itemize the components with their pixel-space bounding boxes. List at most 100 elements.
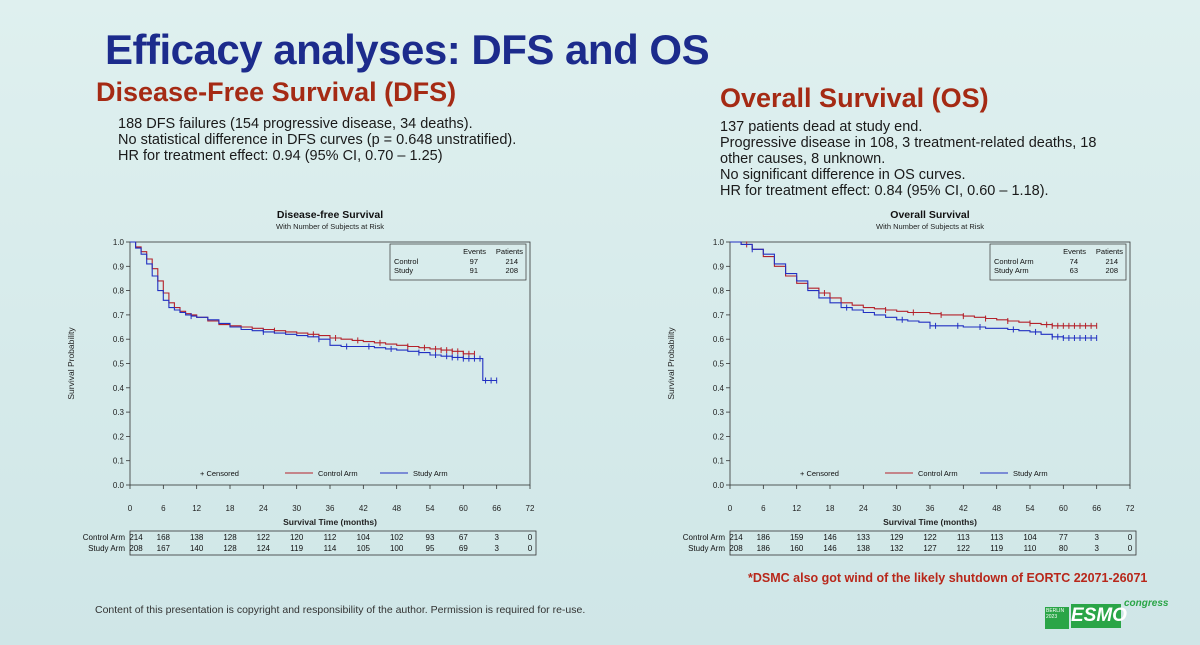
dfs-xtick-label: 6 bbox=[161, 504, 166, 513]
os-line-2: Progressive disease in 108, 3 treatment-… bbox=[720, 135, 1097, 151]
dsmc-note: *DSMC also got wind of the likely shutdo… bbox=[748, 571, 1148, 585]
os-xtick-label: 54 bbox=[1026, 504, 1035, 513]
dfs-risk-count: 100 bbox=[390, 544, 404, 553]
os-risk-count: 3 bbox=[1094, 544, 1099, 553]
dfs-xtick-label: 54 bbox=[426, 504, 435, 513]
dfs-risk-count: 95 bbox=[426, 544, 435, 553]
os-ytick-label: 0.8 bbox=[713, 287, 725, 296]
dfs-ytick-label: 0.2 bbox=[113, 432, 125, 441]
dfs-legend-label-control-arm: Control Arm bbox=[318, 469, 358, 478]
dfs-risk-count: 69 bbox=[459, 544, 468, 553]
os-risk-count: 159 bbox=[790, 533, 804, 542]
dfs-risk-count: 167 bbox=[157, 544, 171, 553]
os-ylabel: Survival Probability bbox=[666, 327, 676, 400]
dfs-xtick-label: 30 bbox=[292, 504, 301, 513]
dfs-risk-count: 120 bbox=[290, 533, 304, 542]
dfs-xtick-label: 72 bbox=[526, 504, 535, 513]
dfs-xtick-label: 0 bbox=[128, 504, 133, 513]
dfs-line-1: 188 DFS failures (154 progressive diseas… bbox=[118, 116, 473, 132]
dfs-patients-count: 214 bbox=[505, 257, 518, 266]
dfs-ytick-label: 0.8 bbox=[113, 287, 125, 296]
os-xtick-label: 12 bbox=[792, 504, 801, 513]
os-line-1: 137 patients dead at study end. bbox=[720, 119, 923, 135]
dfs-risk-count: 0 bbox=[528, 533, 533, 542]
dfs-risk-count: 128 bbox=[223, 533, 237, 542]
os-risk-count: 3 bbox=[1094, 533, 1099, 542]
slide-title: Efficacy analyses: DFS and OS bbox=[105, 26, 710, 73]
dfs-xtick-label: 12 bbox=[192, 504, 201, 513]
os-xtick-label: 42 bbox=[959, 504, 968, 513]
dfs-risk-count: 93 bbox=[426, 533, 435, 542]
dfs-risk-count: 128 bbox=[223, 544, 237, 553]
os-xtick-label: 6 bbox=[761, 504, 766, 513]
os-events-arm: Control Arm bbox=[994, 257, 1034, 266]
dfs-events-count: 91 bbox=[470, 266, 478, 275]
os-xtick-label: 36 bbox=[926, 504, 935, 513]
dfs-xlabel: Survival Time (months) bbox=[283, 517, 377, 527]
os-ytick-label: 0.0 bbox=[713, 481, 725, 490]
dfs-ytick-label: 0.1 bbox=[113, 457, 125, 466]
dfs-risk-table-box bbox=[129, 530, 537, 556]
os-events-header: Events bbox=[1063, 247, 1086, 256]
dfs-risk-count: 105 bbox=[357, 544, 371, 553]
esmo-logo-word: ESMO bbox=[1071, 604, 1127, 628]
os-xtick-label: 60 bbox=[1059, 504, 1068, 513]
dfs-line-2: No statistical difference in DFS curves … bbox=[118, 132, 517, 148]
os-risk-count: 104 bbox=[1023, 533, 1037, 542]
esmo-logo: BERLIN 2023 ESMO congress bbox=[1045, 598, 1168, 634]
esmo-logo-badge: BERLIN 2023 bbox=[1045, 607, 1069, 629]
dfs-risk-count: 214 bbox=[129, 533, 143, 542]
dfs-risk-count: 122 bbox=[257, 533, 271, 542]
dfs-xtick-label: 60 bbox=[459, 504, 468, 513]
os-risk-count: 113 bbox=[957, 533, 970, 542]
dfs-risk-count: 124 bbox=[257, 544, 271, 553]
dfs-events-arm: Control bbox=[394, 257, 419, 266]
os-risk-count: 186 bbox=[757, 544, 771, 553]
os-ytick-label: 0.4 bbox=[713, 384, 725, 393]
dfs-risk-count: 67 bbox=[459, 533, 468, 542]
dfs-legend-censored: + Censored bbox=[200, 469, 239, 478]
dfs-line-3: HR for treatment effect: 0.94 (95% CI, 0… bbox=[118, 148, 443, 164]
dfs-ytick-label: 0.0 bbox=[113, 481, 125, 490]
os-curve-study-arm bbox=[730, 241, 1097, 339]
os-ytick-label: 1.0 bbox=[713, 238, 725, 247]
dfs-risk-count: 168 bbox=[157, 533, 171, 542]
dfs-risk-count: 138 bbox=[190, 533, 204, 542]
os-risk-count: 113 bbox=[990, 533, 1003, 542]
dfs-ytick-label: 0.9 bbox=[113, 262, 125, 271]
os-ytick-label: 0.5 bbox=[713, 360, 725, 369]
dfs-ytick-label: 0.6 bbox=[113, 335, 125, 344]
os-risk-count: 119 bbox=[990, 544, 1003, 553]
dfs-risk-arm-label: Control Arm bbox=[83, 533, 126, 542]
os-risk-count: 138 bbox=[857, 544, 871, 553]
os-risk-count: 132 bbox=[890, 544, 904, 553]
dfs-xtick-label: 36 bbox=[326, 504, 335, 513]
os-risk-count: 208 bbox=[729, 544, 743, 553]
os-events-box bbox=[989, 243, 1127, 281]
dfs-risk-count: 3 bbox=[494, 533, 499, 542]
dfs-curve-study-arm bbox=[130, 241, 497, 382]
dfs-risk-count: 102 bbox=[390, 533, 404, 542]
dfs-patients-count: 208 bbox=[505, 266, 518, 275]
dfs-heading: Disease-Free Survival (DFS) bbox=[96, 77, 457, 107]
dfs-ylabel: Survival Probability bbox=[66, 327, 76, 400]
os-xtick-label: 0 bbox=[728, 504, 733, 513]
dfs-risk-count: 119 bbox=[290, 544, 303, 553]
os-xlabel: Survival Time (months) bbox=[883, 517, 977, 527]
os-risk-count: 110 bbox=[1024, 544, 1037, 553]
os-plot-frame bbox=[729, 241, 1131, 486]
dfs-xtick-label: 18 bbox=[226, 504, 235, 513]
dfs-risk-count: 104 bbox=[357, 533, 371, 542]
dfs-events-count: 97 bbox=[470, 257, 478, 266]
os-patients-count: 214 bbox=[1105, 257, 1118, 266]
os-risk-count: 133 bbox=[857, 533, 871, 542]
dfs-chart-title: Disease-free Survival bbox=[277, 209, 383, 221]
dfs-events-arm: Study bbox=[394, 266, 413, 275]
os-chart-subtitle: With Number of Subjects at Risk bbox=[876, 222, 984, 231]
os-risk-arm-label: Study Arm bbox=[688, 544, 725, 553]
os-patients-count: 208 bbox=[1105, 266, 1118, 275]
dfs-risk-count: 112 bbox=[324, 533, 337, 542]
os-curve-control-arm bbox=[730, 241, 1097, 327]
